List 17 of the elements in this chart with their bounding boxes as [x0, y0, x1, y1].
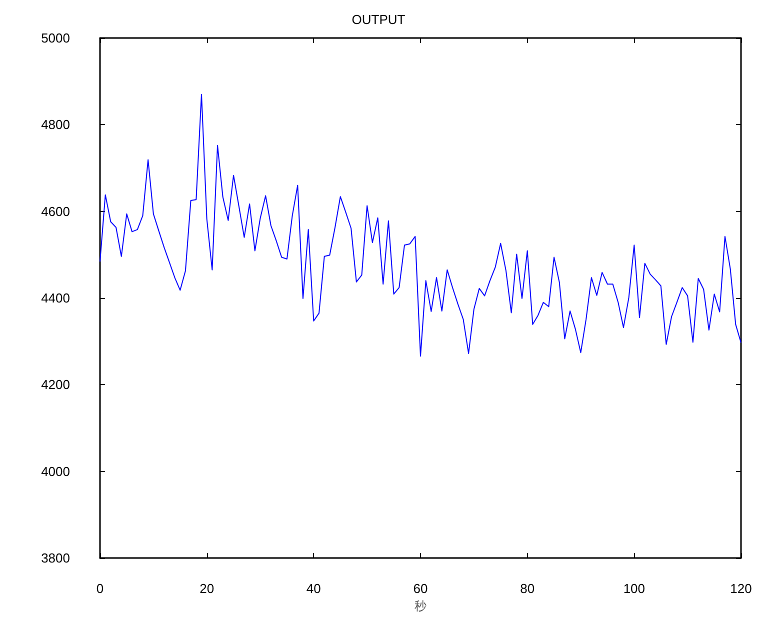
y-tick-label: 5000	[41, 30, 70, 46]
y-tick-label: 4200	[41, 377, 70, 392]
line-series	[100, 94, 742, 357]
chart-title: OUTPUT	[352, 12, 406, 27]
x-tick-label: 120	[730, 581, 752, 596]
y-tick-label: 4000	[41, 464, 70, 479]
y-tick-label: 4600	[41, 204, 70, 219]
x-tick-label: 20	[200, 581, 214, 596]
x-tick-label: 100	[623, 581, 646, 596]
x-tick-label: 0	[96, 581, 104, 596]
x-tick-label: 40	[306, 581, 321, 596]
y-tick-label: 4800	[41, 117, 70, 132]
x-axis-title: 秒	[414, 598, 426, 613]
y-tick-label: 4400	[41, 290, 70, 306]
x-tick-label: 80	[520, 581, 535, 596]
x-tick-label: 60	[413, 581, 428, 596]
y-tick-label: 3800	[41, 550, 70, 566]
